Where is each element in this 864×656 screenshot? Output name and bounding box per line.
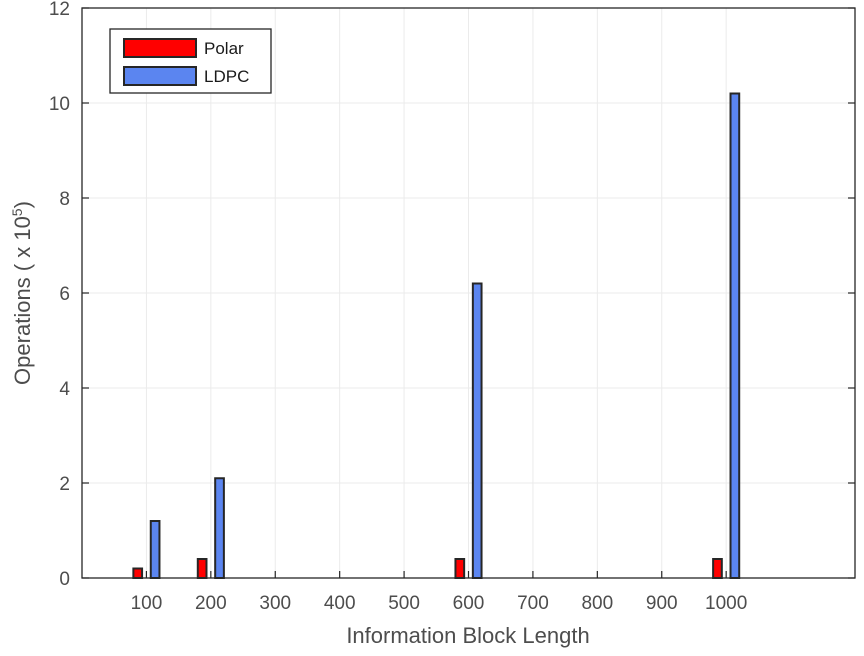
x-tick-label: 200 <box>195 593 227 614</box>
y-tick-label: 6 <box>59 284 70 305</box>
bar-polar-600 <box>454 558 466 579</box>
bar-polar-1000 <box>712 558 723 579</box>
y-tick-label: 0 <box>59 569 70 590</box>
x-tick-label: 900 <box>646 593 678 614</box>
y-axis-label-exponent: 5 <box>9 208 25 216</box>
x-tick-label: 800 <box>581 593 613 614</box>
x-axis-label: Information Block Length <box>346 623 589 648</box>
legend-label-polar: Polar <box>204 39 244 58</box>
x-tick-label: 700 <box>517 593 549 614</box>
x-tick-label: 600 <box>453 593 485 614</box>
y-tick-label: 12 <box>49 0 70 20</box>
legend-swatch-ldpc <box>123 66 197 86</box>
y-axis-label-prefix: Operations ( x 10 <box>10 216 35 385</box>
y-tick-label: 10 <box>49 94 70 115</box>
x-tick-label: 100 <box>131 593 163 614</box>
x-axis-ticks: 100 200 300 400 500 600 700 800 900 1000 <box>131 571 747 614</box>
bars-group <box>132 92 741 579</box>
bar-polar-200 <box>196 558 208 579</box>
x-tick-label: 400 <box>324 593 356 614</box>
y-axis-label: Operations ( x 105) <box>9 201 35 385</box>
y-tick-label: 8 <box>59 189 70 210</box>
bar-ldpc-1000 <box>729 92 741 579</box>
legend-swatch-polar <box>123 38 197 58</box>
legend-label-ldpc: LDPC <box>204 67 249 86</box>
x-tick-label: 1000 <box>705 593 747 614</box>
legend: Polar LDPC <box>109 28 272 94</box>
y-tick-label: 2 <box>59 474 70 495</box>
bar-ldpc-100 <box>149 520 161 579</box>
bar-ldpc-600 <box>471 282 483 579</box>
bar-polar-100 <box>132 567 144 579</box>
y-axis-label-suffix: ) <box>10 201 35 208</box>
y-tick-label: 4 <box>59 379 70 400</box>
bar-ldpc-200 <box>214 477 225 579</box>
y-axis-ticks: 0 2 4 6 8 10 12 <box>49 0 855 590</box>
x-tick-label: 300 <box>259 593 291 614</box>
x-tick-label: 500 <box>388 593 420 614</box>
